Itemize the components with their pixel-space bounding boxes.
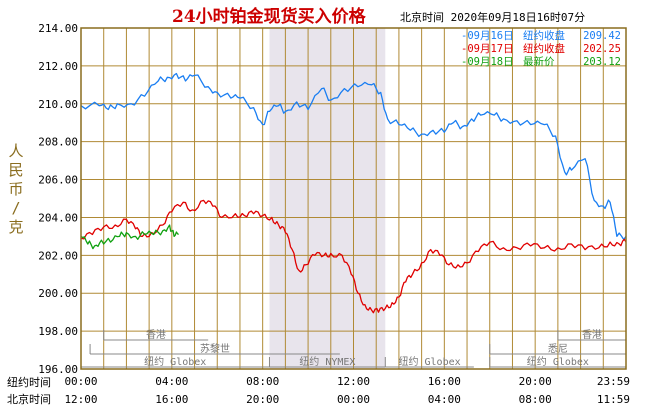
legend-date: -09月18日 bbox=[461, 56, 514, 68]
series-lines bbox=[80, 72, 627, 314]
legend-desc: 纽约收盘 bbox=[523, 29, 565, 42]
y-axis-ticks: 214.00 212.00 210.00 208.00 206.00 204.00 202.… bbox=[38, 22, 78, 376]
market-label: 纽约 NYMEX bbox=[299, 355, 355, 368]
x-tick-label-bj: 11:59 bbox=[597, 393, 630, 406]
y-tick-label: 212.00 bbox=[38, 60, 78, 73]
x-tick-label-ny: 16:00 bbox=[428, 375, 461, 388]
y-axis-label-char: 人 bbox=[8, 142, 23, 160]
nymex-band-rect bbox=[269, 28, 386, 369]
x-tick-label-ny: 12:00 bbox=[337, 375, 370, 388]
y-tick-label: 206.00 bbox=[38, 174, 78, 187]
x-tick-label-bj: 08:00 bbox=[519, 393, 552, 406]
y-tick-label: 208.00 bbox=[38, 136, 78, 149]
series-line-1 bbox=[80, 72, 627, 241]
legend: -09月16日 纽约收盘 209.42 -09月17日 纽约收盘 202.25 -09月18… bbox=[461, 29, 621, 68]
legend-desc: 纽约收盘 bbox=[523, 42, 565, 55]
market-label: 香港 bbox=[582, 329, 602, 341]
legend-value: 203.12 bbox=[583, 56, 621, 68]
x-tick-label-bj: 00:00 bbox=[337, 393, 370, 406]
y-tick-label: 196.00 bbox=[38, 363, 78, 376]
nymex-highlight-band bbox=[269, 28, 386, 369]
x-row-label-ny: 纽约时间 bbox=[7, 375, 51, 389]
legend-date: -09月16日 bbox=[461, 30, 514, 42]
market-label: 香港 bbox=[146, 329, 166, 341]
y-tick-label: 210.00 bbox=[38, 98, 78, 111]
market-label: 纽约 Globex bbox=[144, 355, 206, 368]
x-tick-label-ny: 04:00 bbox=[155, 375, 188, 388]
market-label: 纽约 Globex bbox=[398, 355, 460, 368]
legend-date: -09月17日 bbox=[461, 43, 514, 55]
y-tick-label: 214.00 bbox=[38, 22, 78, 35]
x-axis-ticks: 00:00 12:00 04:00 16:00 08:00 20:00 12:00 00:00… bbox=[64, 375, 630, 406]
series-line-2 bbox=[80, 199, 627, 314]
y-tick-label: 200.00 bbox=[38, 287, 78, 300]
x-tick-label-ny: 00:00 bbox=[64, 375, 97, 388]
y-tick-label: 202.00 bbox=[38, 249, 78, 262]
x-tick-label-ny: 23:59 bbox=[597, 375, 630, 388]
y-tick-label: 198.00 bbox=[38, 325, 78, 338]
legend-value: 202.25 bbox=[583, 43, 621, 55]
plot-frame bbox=[80, 27, 627, 370]
x-tick-label-ny: 20:00 bbox=[519, 375, 552, 388]
y-axis-label: 人民币/克 bbox=[8, 142, 23, 236]
x-row-label-bj: 北京时间 bbox=[7, 392, 51, 406]
x-tick-label-ny: 08:00 bbox=[246, 375, 279, 388]
x-tick-label-bj: 16:00 bbox=[155, 393, 188, 406]
y-axis-label-char: 克 bbox=[8, 218, 23, 236]
chart-title: 24小时铂金现货买入价格 bbox=[172, 6, 367, 27]
y-tick-label: 204.00 bbox=[38, 211, 78, 224]
chart-subtitle: 北京时间 2020年09月18日16时07分 bbox=[400, 10, 585, 24]
market-label: 悉尼 bbox=[548, 343, 568, 355]
y-axis-label-char: / bbox=[11, 199, 20, 217]
x-tick-label-bj: 20:00 bbox=[246, 393, 279, 406]
x-tick-label-bj: 12:00 bbox=[64, 393, 97, 406]
legend-desc: 最新价 bbox=[523, 55, 555, 68]
y-axis-label-char: 币 bbox=[8, 180, 23, 198]
legend-value: 209.42 bbox=[583, 30, 621, 42]
series-line-3 bbox=[80, 224, 179, 250]
x-tick-label-bj: 04:00 bbox=[428, 393, 461, 406]
y-axis-label-char: 民 bbox=[8, 161, 23, 179]
market-label: 纽约 Globex bbox=[527, 355, 589, 368]
market-label: 苏黎世 bbox=[200, 342, 230, 355]
